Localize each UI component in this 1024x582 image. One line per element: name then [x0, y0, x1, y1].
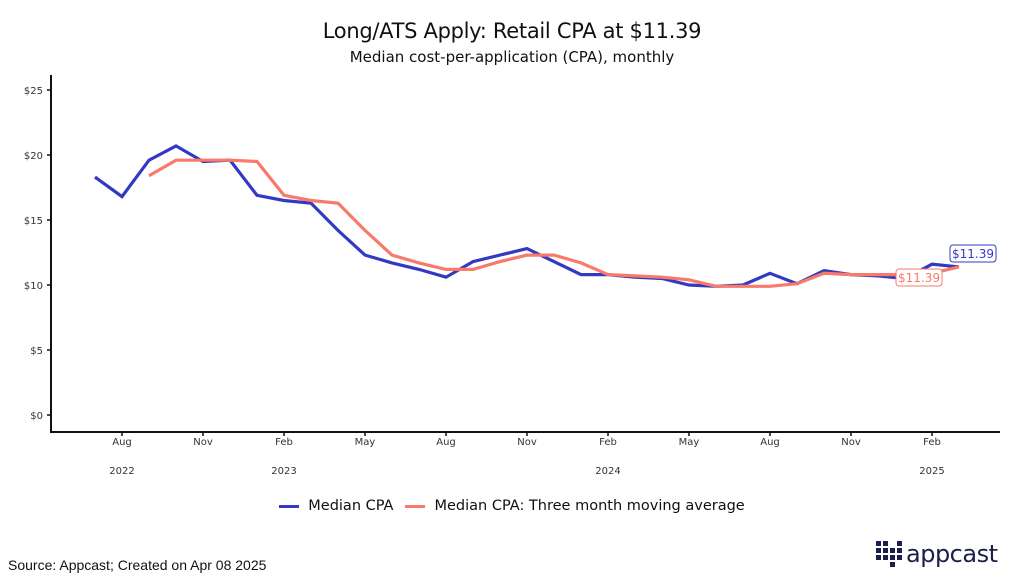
- moving-average-point: [498, 260, 501, 263]
- x-tick-label: Nov: [193, 437, 213, 448]
- x-tick-label: May: [679, 437, 700, 448]
- chart-subtitle: Median cost-per-application (CPA), month…: [349, 48, 675, 66]
- moving-average-point: [633, 274, 636, 277]
- legend-label-median: Median CPA: [308, 498, 394, 514]
- moving-average-point: [390, 254, 393, 257]
- moving-average-end-label-box: [895, 268, 943, 287]
- moving-average-point: [714, 285, 717, 288]
- moving-average-point: [363, 229, 366, 232]
- x-tick-label: Aug: [112, 437, 132, 448]
- moving-average-point: [687, 278, 690, 281]
- x-year-label: 2022: [109, 466, 134, 477]
- moving-average-point: [660, 276, 663, 279]
- series-line-moving-average: [148, 158, 960, 288]
- moving-average-point: [228, 159, 231, 162]
- legend-item-median[interactable]: Median CPA: [279, 498, 393, 514]
- legend-item-moving-average[interactable]: Median CPA: Three month moving average: [405, 498, 745, 514]
- x-tick-label: Nov: [517, 437, 537, 448]
- x-year-label: 2023: [271, 466, 296, 477]
- y-tick-label: $5: [30, 346, 43, 357]
- legend-swatch-median: [279, 504, 300, 508]
- moving-average-point: [309, 199, 312, 202]
- moving-average-point: [417, 261, 420, 264]
- y-tick-label: $15: [24, 216, 43, 227]
- median-point: [687, 283, 690, 286]
- x-tick-label: Feb: [275, 437, 293, 448]
- appcast-logo: appcast: [876, 541, 998, 567]
- x-tick-label: Aug: [760, 437, 780, 448]
- moving-average-point: [957, 265, 960, 268]
- median-point: [174, 144, 177, 147]
- moving-average-point: [471, 268, 474, 271]
- moving-average-point: [147, 174, 150, 177]
- legend: Median CPA Median CPA: Three month movin…: [0, 498, 1024, 514]
- y-tick-label: $0: [30, 411, 43, 422]
- moving-average-point: [849, 273, 852, 276]
- source-note: Source: Appcast; Created on Apr 08 2025: [8, 557, 267, 573]
- median-point: [147, 159, 150, 162]
- x-tick-label: Feb: [599, 437, 617, 448]
- moving-average-point: [201, 159, 204, 162]
- moving-average-point: [768, 285, 771, 288]
- median-point: [336, 229, 339, 232]
- moving-average-point: [822, 272, 825, 275]
- median-point: [282, 199, 285, 202]
- moving-average-point: [444, 268, 447, 271]
- median-point: [498, 254, 501, 257]
- axes: [50, 75, 1000, 433]
- moving-average-point: [579, 261, 582, 264]
- moving-average-point: [525, 254, 528, 257]
- y-tick-label: $25: [24, 86, 43, 97]
- moving-average-point: [174, 159, 177, 162]
- moving-average-point: [282, 194, 285, 197]
- median-point: [930, 263, 933, 266]
- moving-average-point: [552, 254, 555, 257]
- moving-average-point: [741, 285, 744, 288]
- x-tick-label: Aug: [436, 437, 456, 448]
- y-tick-label: $10: [24, 281, 43, 292]
- logo-text: appcast: [906, 540, 998, 568]
- moving-average-point: [606, 273, 609, 276]
- series-line-median: [94, 144, 960, 288]
- moving-average-end-label: $11.39: [898, 271, 940, 285]
- legend-label-moving-average: Median CPA: Three month moving average: [434, 498, 745, 514]
- moving-average-point: [255, 160, 258, 163]
- x-axis-ticks: Aug 2022 Nov Feb 2023 May Aug Nov Feb 2024 May Aug N…: [109, 432, 945, 477]
- median-point: [120, 195, 123, 198]
- series-lines: [93, 144, 960, 288]
- y-axis-ticks: $0 $5 $10 $15 $20 $25: [24, 86, 51, 422]
- x-tick-label: May: [355, 437, 376, 448]
- moving-average-point: [795, 282, 798, 285]
- x-year-label: 2024: [595, 466, 620, 477]
- median-end-label-box: [949, 244, 997, 263]
- legend-swatch-moving-average: [405, 504, 426, 508]
- median-point: [363, 254, 366, 257]
- end-labels: $11.39 $11.39: [895, 244, 997, 287]
- median-point: [93, 176, 96, 179]
- x-year-label: 2025: [919, 466, 944, 477]
- median-point: [390, 261, 393, 264]
- median-point: [471, 260, 474, 263]
- y-tick-label: $20: [24, 151, 43, 162]
- median-point: [552, 260, 555, 263]
- x-tick-label: Nov: [841, 437, 861, 448]
- median-point: [444, 276, 447, 279]
- chart-title: Long/ATS Apply: Retail CPA at $11.39: [322, 19, 702, 43]
- median-point: [768, 272, 771, 275]
- median-end-label: $11.39: [952, 247, 994, 261]
- x-tick-label: Feb: [923, 437, 941, 448]
- median-point: [255, 194, 258, 197]
- logo-grid-icon: [876, 541, 902, 567]
- median-point: [579, 273, 582, 276]
- moving-average-point: [876, 273, 879, 276]
- moving-average-point: [336, 202, 339, 205]
- median-point: [525, 247, 528, 250]
- median-point: [417, 268, 420, 271]
